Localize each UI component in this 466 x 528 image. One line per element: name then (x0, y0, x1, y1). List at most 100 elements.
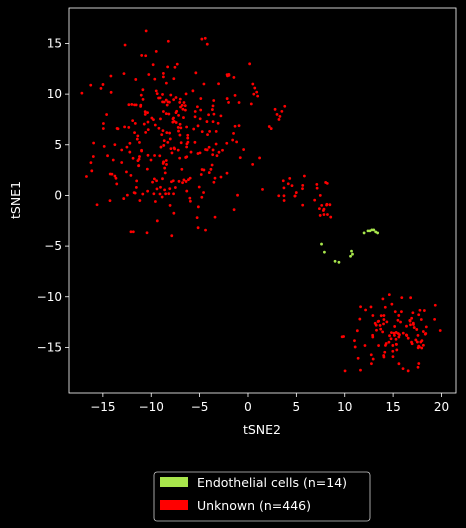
scatter-point-unknown (379, 314, 383, 318)
scatter-point-unknown (401, 367, 405, 371)
scatter-point-unknown (140, 148, 143, 152)
scatter-point-unknown (133, 191, 137, 195)
scatter-point-unknown (393, 325, 397, 328)
scatter-point-unknown (133, 131, 136, 135)
scatter-point-unknown (321, 209, 325, 212)
scatter-point-unknown (400, 310, 403, 314)
scatter-point-unknown (161, 100, 164, 104)
x-tick-label: −15 (90, 400, 115, 414)
scatter-point-endothelial (368, 229, 372, 233)
y-tick-label: −15 (37, 340, 62, 354)
scatter-point-unknown (180, 167, 184, 171)
scatter-point-unknown (424, 332, 428, 335)
scatter-point-unknown (269, 127, 273, 130)
scatter-point-unknown (184, 180, 188, 183)
scatter-point-unknown (205, 42, 209, 46)
scatter-point-unknown (315, 186, 319, 190)
scatter-point-unknown (388, 334, 391, 338)
x-tick-label: 0 (244, 400, 252, 414)
scatter-point-unknown (202, 82, 206, 86)
scatter-point-unknown (215, 154, 219, 158)
scatter-point-unknown (381, 297, 385, 301)
scatter-point-unknown (89, 83, 93, 87)
scatter-point-unknown (113, 174, 117, 178)
scatter-point-unknown (130, 102, 134, 106)
scatter-point-unknown (280, 109, 284, 113)
scatter-point-unknown (417, 362, 421, 365)
scatter-point-unknown (145, 167, 149, 171)
scatter-point-unknown (115, 182, 119, 186)
scatter-point-unknown (185, 125, 189, 129)
scatter-point-unknown (125, 145, 129, 149)
scatter-point-unknown (363, 344, 367, 347)
x-axis-ticks: −15 −10 −5 0 5 10 15 20 (90, 393, 449, 414)
scatter-point-unknown (174, 121, 178, 124)
scatter-point-unknown (410, 316, 414, 320)
scatter-point-unknown (128, 141, 132, 145)
scatter-point-unknown (196, 205, 200, 209)
scatter-point-unknown (172, 192, 175, 196)
scatter-point-unknown (182, 178, 186, 182)
scatter-point-unknown (433, 317, 436, 321)
scatter-point-unknown (144, 29, 148, 33)
scatter-point-unknown (258, 156, 261, 160)
scatter-point-unknown (359, 305, 362, 309)
scatter-point-unknown (433, 303, 437, 307)
scatter-point-unknown (196, 226, 200, 230)
scatter-point-unknown (145, 231, 149, 235)
scatter-point-unknown (384, 342, 388, 345)
scatter-point-unknown (359, 368, 362, 372)
scatter-point-unknown (397, 314, 401, 317)
scatter-point-unknown (320, 204, 324, 207)
scatter-point-unknown (207, 171, 211, 174)
scatter-point-unknown (123, 43, 127, 47)
scatter-point-unknown (219, 175, 223, 179)
scatter-point-endothelial (349, 254, 352, 258)
scatter-point-unknown (172, 77, 176, 81)
scatter-point-unknown (340, 335, 344, 339)
scatter-point-unknown (205, 148, 209, 152)
scatter-point-unknown (356, 356, 360, 360)
scatter-point-unknown (167, 192, 171, 196)
scatter-point-unknown (381, 330, 385, 334)
scatter-point-unknown (177, 179, 181, 183)
scatter-point-unknown (393, 310, 397, 314)
scatter-point-unknown (173, 65, 177, 69)
scatter-point-unknown (136, 134, 140, 138)
scatter-point-unknown (135, 137, 139, 141)
scatter-point-unknown (278, 115, 282, 118)
scatter-point-unknown (120, 148, 124, 152)
scatter-point-unknown (209, 167, 213, 171)
scatter-point-unknown (353, 339, 356, 343)
legend-swatch-endothelial (160, 477, 188, 487)
scatter-point-unknown (281, 179, 285, 183)
scatter-point-unknown (202, 191, 205, 194)
scatter-point-unknown (170, 234, 174, 238)
scatter-point-unknown (182, 116, 185, 119)
scatter-point-unknown (232, 76, 236, 79)
scatter-point-unknown (225, 97, 229, 100)
scatter-point-unknown (161, 177, 164, 181)
scatter-point-unknown (193, 110, 197, 113)
scatter-point-unknown (178, 122, 182, 126)
scatter-point-unknown (185, 155, 189, 159)
scatter-point-unknown (170, 151, 174, 155)
scatter-point-unknown (177, 129, 180, 133)
scatter-point-unknown (162, 139, 166, 142)
scatter-point-unknown (164, 159, 168, 162)
scatter-point-unknown (173, 186, 177, 189)
scatter-point-unknown (139, 93, 143, 97)
scatter-point-unknown (236, 193, 239, 197)
scatter-point-unknown (231, 138, 235, 142)
scatter-point-unknown (400, 296, 404, 300)
scatter-point-unknown (199, 173, 203, 176)
scatter-point-unknown (397, 335, 401, 339)
scatter-point-unknown (252, 92, 256, 96)
scatter-point-unknown (227, 101, 230, 104)
scatter-point-unknown (288, 176, 292, 180)
scatter-point-unknown (138, 155, 141, 158)
scatter-point-unknown (158, 96, 162, 100)
scatter-point-unknown (207, 145, 211, 149)
scatter-point-unknown (176, 148, 180, 152)
